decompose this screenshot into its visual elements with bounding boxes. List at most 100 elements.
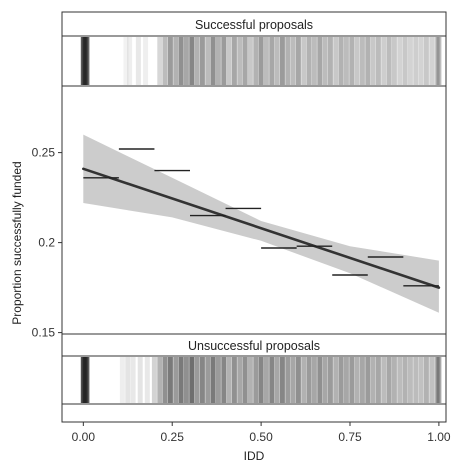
bottom-strip-mark-37 (306, 357, 312, 403)
x-tick-label-3: 0.75 (338, 430, 362, 444)
x-tick-label-0: 0.00 (72, 430, 96, 444)
bottom-strip-mark-20 (215, 357, 221, 403)
x-tick-label-4: 1.00 (427, 430, 451, 444)
bottom-strip-mark-60 (429, 357, 435, 403)
top-strip-mark-12 (183, 37, 189, 85)
bottom-strip-mark-45 (349, 357, 355, 403)
top-strip-mark-58 (429, 37, 435, 85)
top-strip-mark-52 (397, 37, 403, 85)
bottom-strip-mark-14 (183, 357, 189, 403)
bottom-strip-mark-8 (151, 357, 157, 403)
y-axis: 0.15 0.2 0.25 (32, 146, 62, 340)
bottom-strip-marks (80, 357, 442, 403)
y-axis-title: Proportion successfully funded (10, 161, 24, 324)
top-strip-mark-38 (322, 37, 328, 85)
top-strip-header (61, 11, 447, 37)
bottom-strip-mark-62 (436, 357, 442, 403)
bottom-strip-mark-30 (269, 357, 275, 403)
x-axis-title: IDD (244, 449, 265, 463)
y-tick-label-1: 0.2 (38, 236, 55, 250)
y-tick-label-2: 0.25 (32, 146, 56, 160)
bottom-strip-mark-34 (290, 357, 296, 403)
main-panel: 0.15 0.2 0.25 Proportion successfully fund… (10, 85, 447, 357)
bottom-strip-mark-50 (375, 357, 381, 403)
top-strip-mark-11 (178, 37, 184, 85)
bottom-strip-mark-29 (263, 357, 269, 403)
bottom-strip-mark-10 (162, 357, 168, 403)
top-strip-mark-47 (370, 37, 376, 85)
bottom-strip-mark-57 (413, 357, 419, 403)
bottom-strip-mark-16 (194, 357, 200, 403)
top-strip-mark-4 (127, 37, 133, 85)
bottom-strip-mark-58 (418, 357, 424, 403)
top-strip-mark-32 (290, 37, 296, 85)
top-strip-mark-33 (295, 37, 301, 85)
bottom-strip-mark-2 (84, 357, 90, 403)
top-strip-mark-5 (135, 37, 141, 85)
top-strip-frame (61, 35, 447, 87)
bottom-strip-mark-7 (144, 357, 150, 403)
bottom-strip-mark-28 (258, 357, 264, 403)
top-strip-mark-37 (317, 37, 323, 85)
top-strip-mark-46 (365, 37, 371, 85)
top-strip-mark-16 (205, 37, 211, 85)
top-strip-mark-28 (269, 37, 275, 85)
top-strip-mark-53 (402, 37, 408, 85)
bottom-strip-mark-6 (137, 357, 143, 403)
bottom-strip-mark-41 (327, 357, 333, 403)
bottom-strip-mark-22 (226, 357, 232, 403)
bottom-strip-mark-40 (322, 357, 328, 403)
top-strip-mark-27 (263, 37, 269, 85)
x-tick-label-2: 0.50 (249, 430, 273, 444)
top-strip-mark-45 (359, 37, 365, 85)
bottom-strip-mark-26 (247, 357, 253, 403)
top-strip-mark-36 (311, 37, 317, 85)
bottom-strip-mark-47 (359, 357, 365, 403)
top-strip-mark-50 (386, 37, 392, 85)
top-strip-mark-18 (215, 37, 221, 85)
bottom-strip-mark-4 (125, 357, 131, 403)
bottom-strip-mark-46 (354, 357, 360, 403)
top-strip-mark-22 (237, 37, 243, 85)
bottom-strip-mark-38 (311, 357, 317, 403)
top-strip-mark-30 (279, 37, 285, 85)
top-strip-mark-25 (253, 37, 259, 85)
top-strip-mark-55 (413, 37, 419, 85)
confidence-band (83, 134, 439, 313)
top-strip-mark-2 (84, 37, 90, 85)
top-strip-mark-34 (301, 37, 307, 85)
top-strip-mark-26 (258, 37, 264, 85)
top-strip-mark-6 (143, 37, 149, 85)
top-strip-mark-14 (194, 37, 200, 85)
bottom-strip-mark-44 (343, 357, 349, 403)
bottom-strip-mark-25 (242, 357, 248, 403)
bottom-strip-mark-9 (157, 357, 163, 403)
bottom-strip-mark-32 (279, 357, 285, 403)
bottom-strip-mark-43 (338, 357, 344, 403)
bottom-strip-mark-59 (423, 357, 429, 403)
bottom-strip-mark-53 (391, 357, 397, 403)
bottom-strip-mark-52 (386, 357, 392, 403)
bottom-strip-mark-11 (167, 357, 173, 403)
confidence-band-layer (83, 134, 439, 313)
top-strip-mark-13 (189, 37, 195, 85)
bottom-strip-mark-42 (333, 357, 339, 403)
bottom-strip-mark-51 (381, 357, 387, 403)
top-strip-mark-57 (423, 37, 429, 85)
bottom-strip-mark-35 (295, 357, 301, 403)
top-strip-mark-43 (349, 37, 355, 85)
top-strip-mark-49 (381, 37, 387, 85)
top-strip-mark-42 (343, 37, 349, 85)
top-strip-title: Successful proposals (195, 18, 313, 32)
bottom-strip-mark-55 (402, 357, 408, 403)
top-strip-mark-19 (221, 37, 227, 85)
fit-line (82, 167, 441, 289)
bottom-strip-mark-49 (370, 357, 376, 403)
bottom-strip-title: Unsuccessful proposals (188, 339, 320, 353)
bottom-strip-mark-39 (317, 357, 323, 403)
top-strip-mark-56 (418, 37, 424, 85)
top-strip-mark-35 (306, 37, 312, 85)
fit-line-layer (82, 167, 441, 289)
bottom-strip-panel: Unsuccessful proposals (61, 333, 447, 405)
